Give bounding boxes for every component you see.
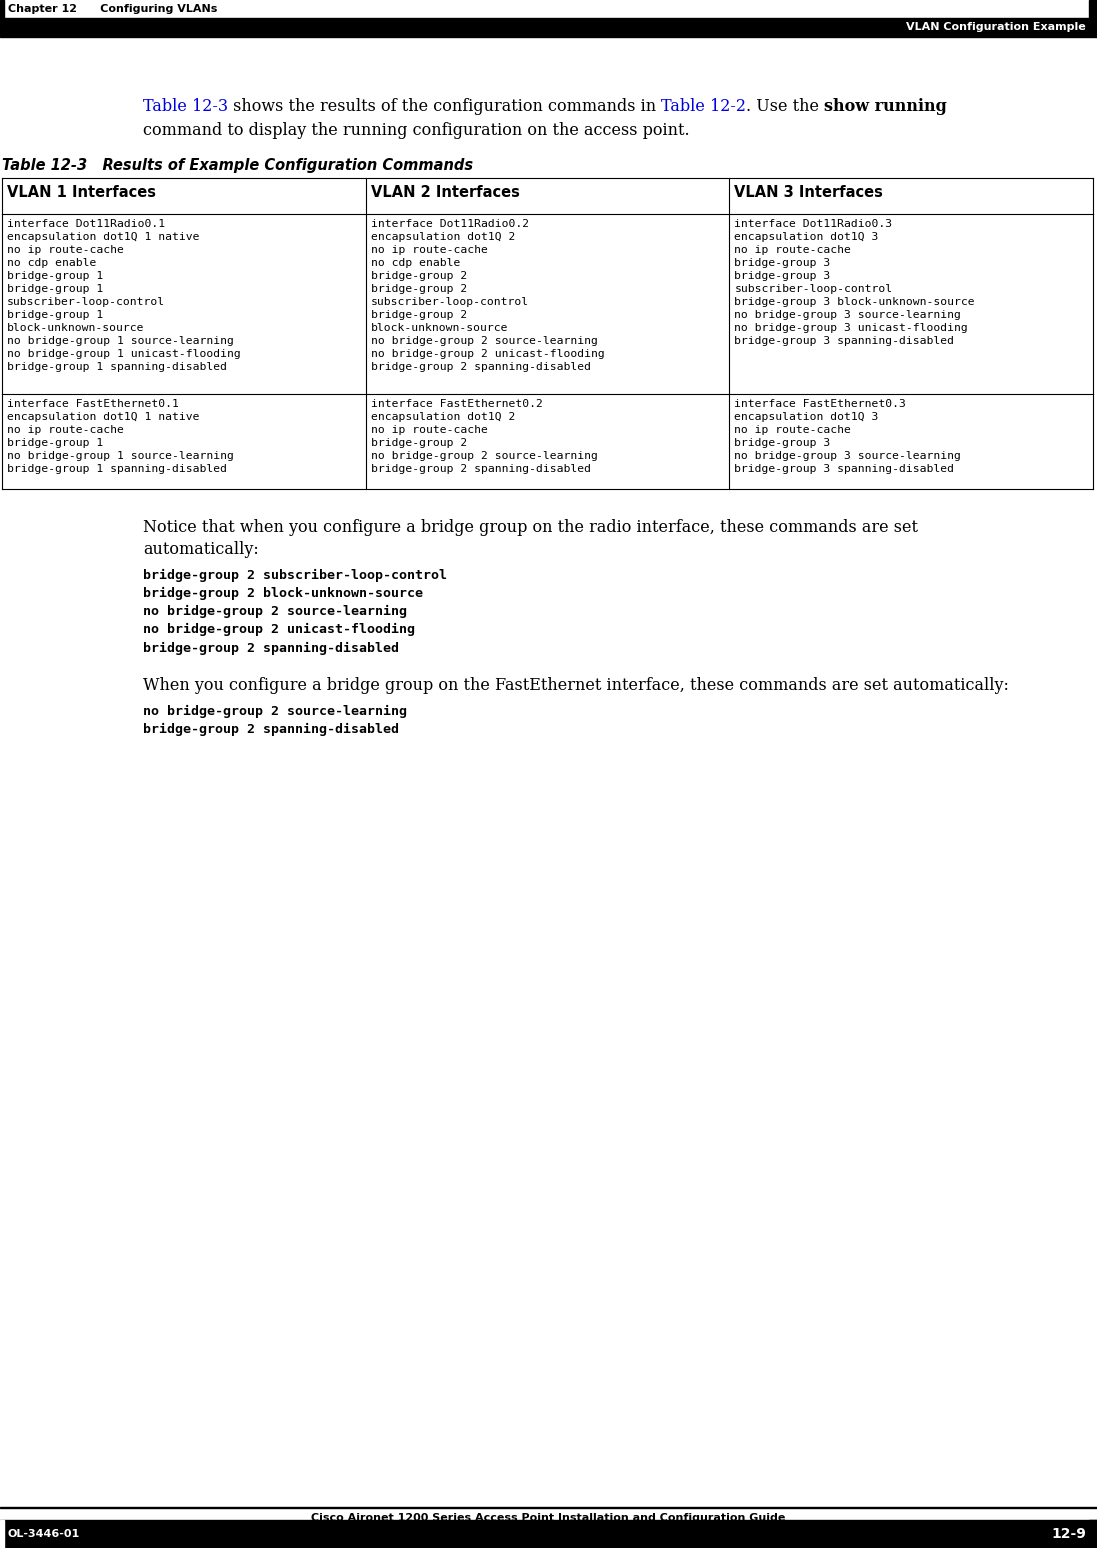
- Bar: [0, 0, 1097, 19]
- Text: OL-3446-01: OL-3446-01: [8, 1529, 80, 1539]
- Text: no bridge-group 2 source-learning
bridge-group 2 spanning-disabled: no bridge-group 2 source-learning bridge…: [143, 704, 407, 737]
- Text: Notice that when you configure a bridge group on the radio interface, these comm: Notice that when you configure a bridge …: [143, 519, 918, 536]
- Text: Table 12-3   Results of Example Configuration Commands: Table 12-3 Results of Example Configurat…: [2, 158, 473, 173]
- Text: . Use the: . Use the: [746, 98, 825, 115]
- Text: VLAN Configuration Example: VLAN Configuration Example: [906, 22, 1086, 33]
- Text: VLAN 1 Interfaces: VLAN 1 Interfaces: [7, 186, 156, 200]
- Text: interface FastEthernet0.3
encapsulation dot1Q 3
no ip route-cache
bridge-group 3: interface FastEthernet0.3 encapsulation …: [734, 399, 961, 474]
- Text: VLAN 3 Interfaces: VLAN 3 Interfaces: [734, 186, 883, 200]
- Text: interface FastEthernet0.1
encapsulation dot1Q 1 native
no ip route-cache
bridge-: interface FastEthernet0.1 encapsulation …: [7, 399, 234, 474]
- Text: 12-9: 12-9: [1051, 1526, 1086, 1540]
- Text: interface Dot11Radio0.2
encapsulation dot1Q 2
no ip route-cache
no cdp enable
br: interface Dot11Radio0.2 encapsulation do…: [371, 218, 604, 373]
- Text: Table 12-2: Table 12-2: [661, 98, 746, 115]
- Text: automatically:: automatically:: [143, 540, 259, 557]
- Text: command to display the running configuration on the access point.: command to display the running configura…: [143, 122, 690, 139]
- Text: shows the results of the configuration commands in: shows the results of the configuration c…: [228, 98, 661, 115]
- Text: show running: show running: [825, 98, 948, 115]
- Bar: [0, 1520, 1097, 1548]
- Bar: [1089, 19, 1097, 36]
- Text: When you configure a bridge group on the FastEthernet interface, these commands : When you configure a bridge group on the…: [143, 676, 1009, 694]
- Text: bridge-group 2 subscriber-loop-control
bridge-group 2 block-unknown-source
no br: bridge-group 2 subscriber-loop-control b…: [143, 570, 446, 655]
- Bar: [1089, 0, 1097, 19]
- Text: interface Dot11Radio0.3
encapsulation dot1Q 3
no ip route-cache
bridge-group 3
b: interface Dot11Radio0.3 encapsulation do…: [734, 218, 975, 347]
- Bar: [0, 19, 1097, 36]
- Text: VLAN 2 Interfaces: VLAN 2 Interfaces: [371, 186, 520, 200]
- Bar: [1089, 1520, 1097, 1548]
- Bar: [0, 1520, 4, 1548]
- Text: interface Dot11Radio0.1
encapsulation dot1Q 1 native
no ip route-cache
no cdp en: interface Dot11Radio0.1 encapsulation do…: [7, 218, 240, 373]
- Text: Table 12-3: Table 12-3: [143, 98, 228, 115]
- Text: interface FastEthernet0.2
encapsulation dot1Q 2
no ip route-cache
bridge-group 2: interface FastEthernet0.2 encapsulation …: [371, 399, 598, 474]
- Text: Cisco Aironet 1200 Series Access Point Installation and Configuration Guide: Cisco Aironet 1200 Series Access Point I…: [310, 1512, 785, 1523]
- Text: Chapter 12      Configuring VLANs: Chapter 12 Configuring VLANs: [8, 5, 217, 14]
- Bar: [0, 0, 4, 19]
